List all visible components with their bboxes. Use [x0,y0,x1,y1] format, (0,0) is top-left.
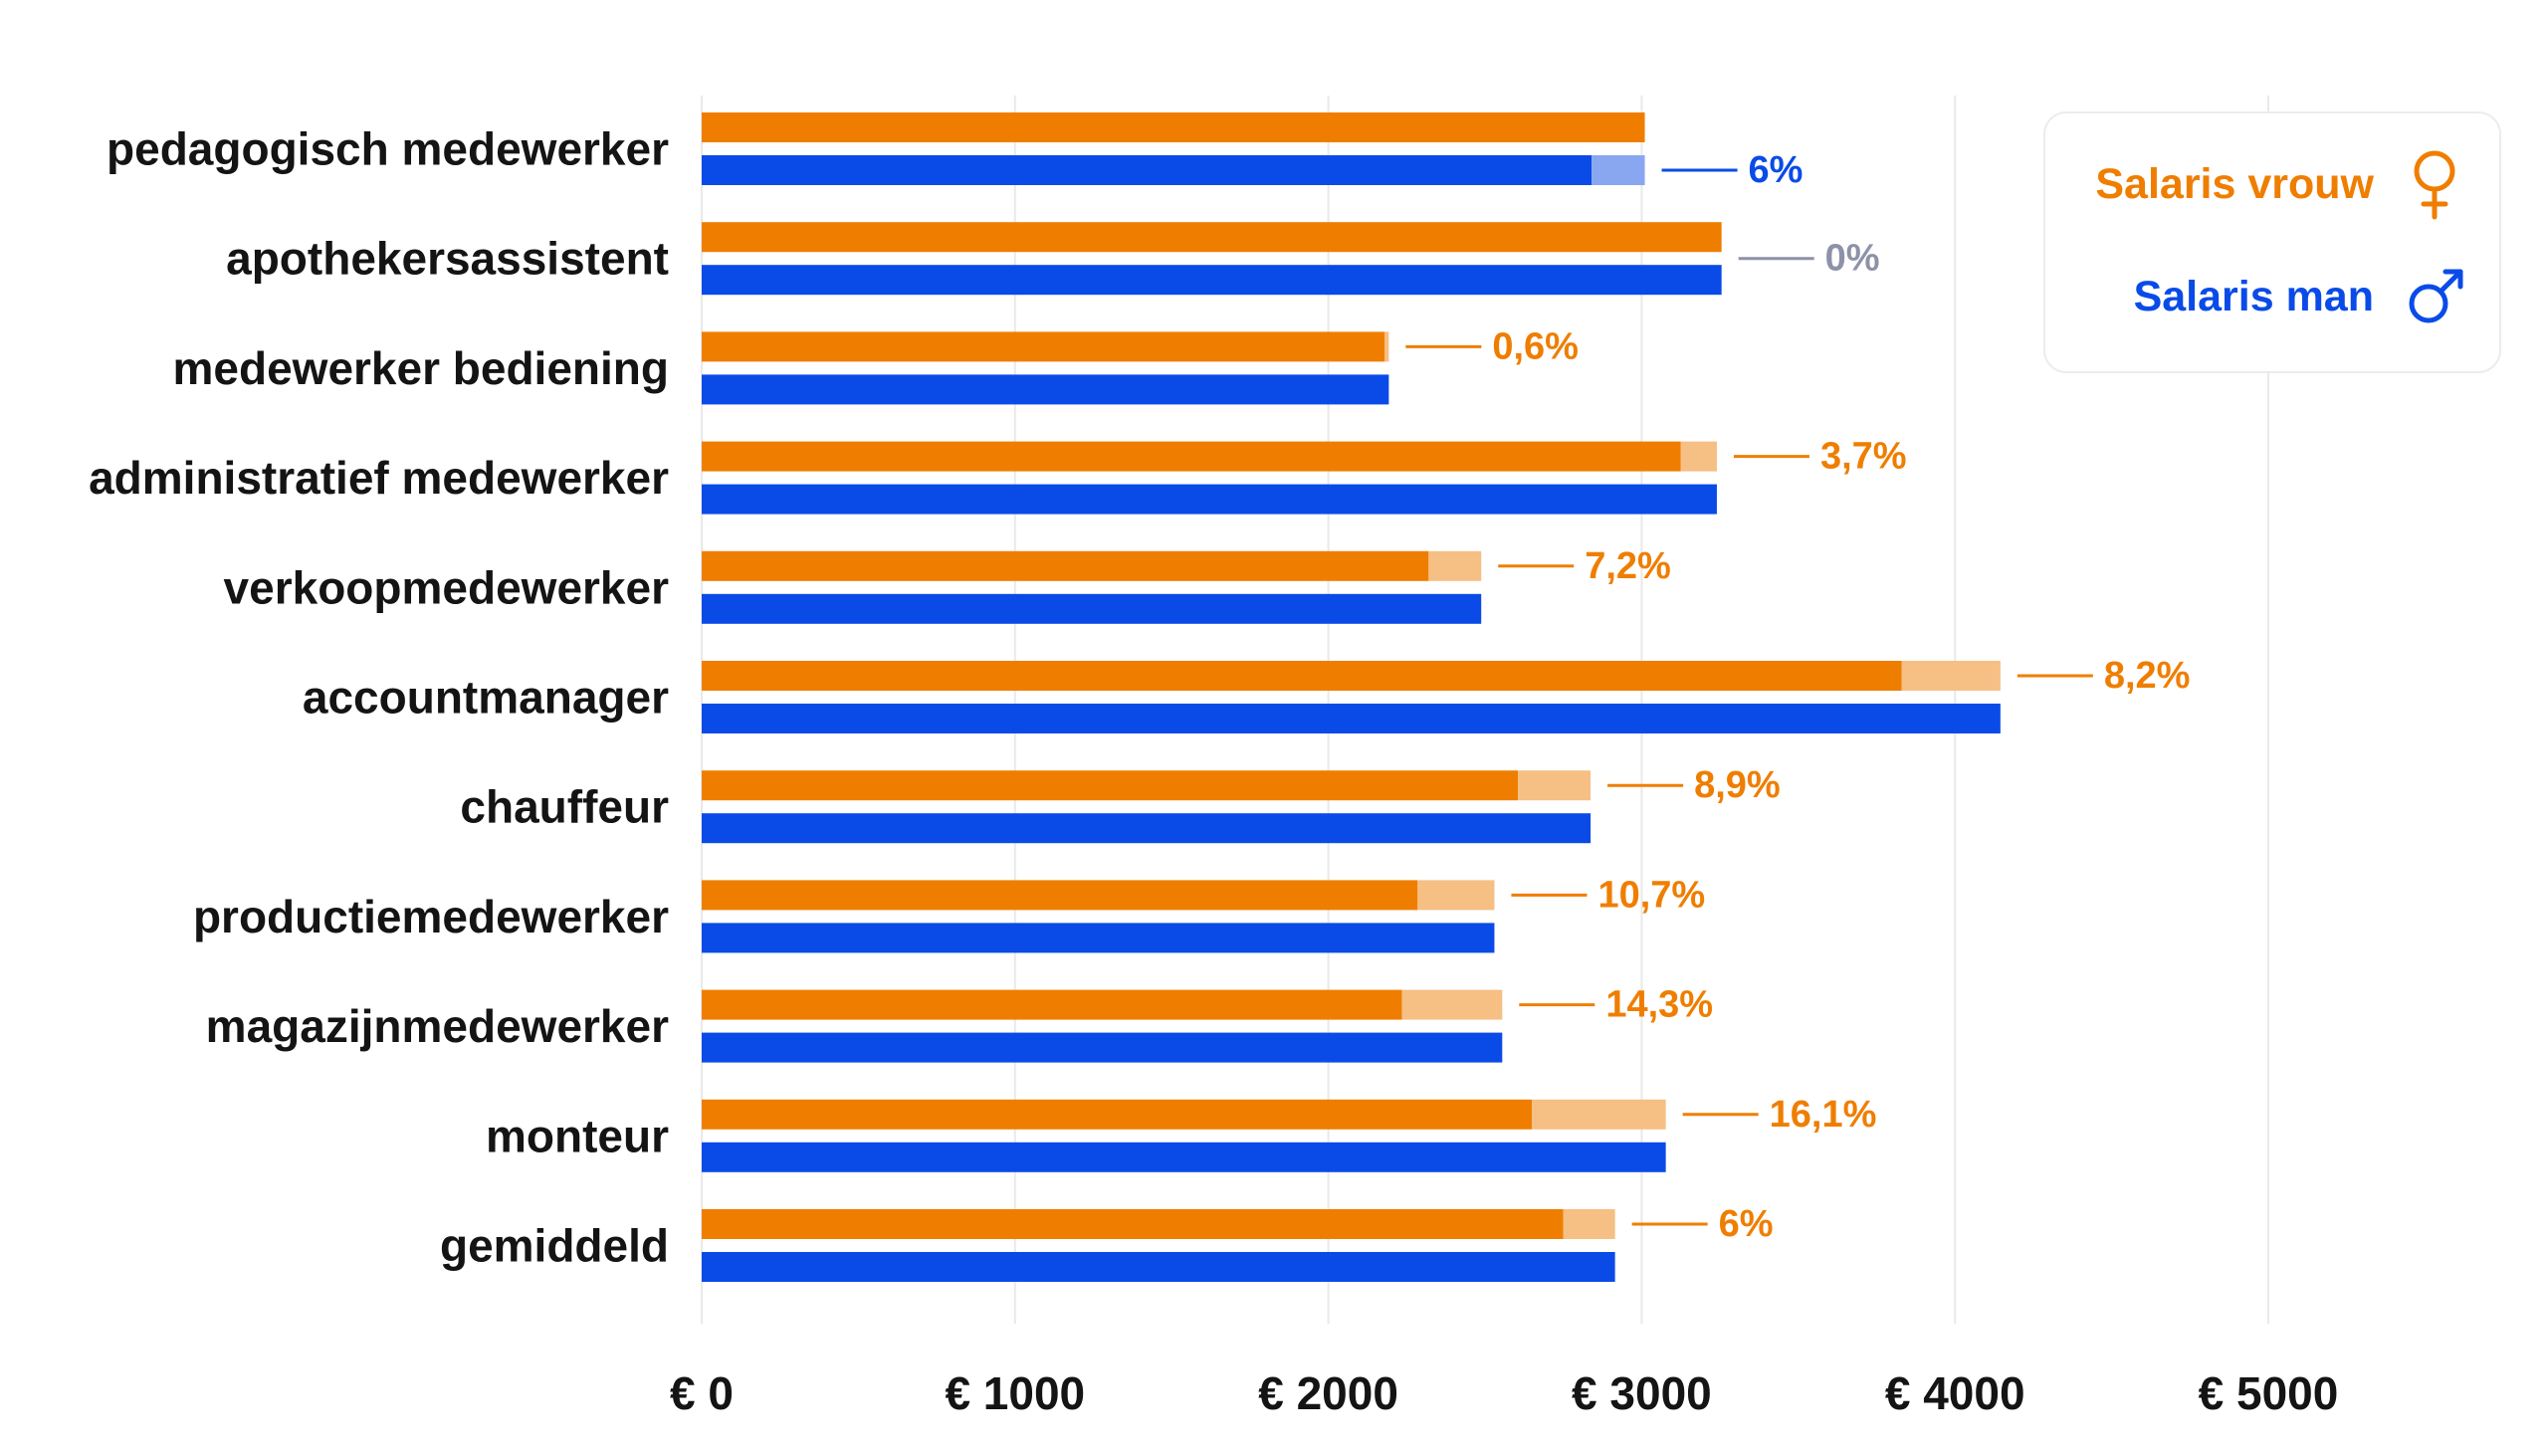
bar-salaris-vrouw [702,222,1722,253]
legend-box [2043,111,2501,373]
gap-extension-vrouw [1901,661,2001,691]
x-tick-label: € 3000 [1572,1367,1712,1419]
gap-extension-vrouw [1563,1209,1615,1239]
gap-label: 8,2% [2104,655,2191,697]
gap-label: 16,1% [1770,1094,1877,1136]
bars [702,112,2001,1282]
gap-extension-vrouw [1384,331,1389,362]
bar-salaris-vrouw [702,331,1385,362]
category-label: gemiddeld [440,1220,669,1272]
bar-salaris-vrouw [702,1099,1533,1130]
category-label: accountmanager [303,672,669,724]
bar-salaris-man [702,155,1592,185]
gap-label: 10,7% [1597,874,1705,916]
x-tick-label: € 0 [670,1367,734,1419]
bar-salaris-vrouw [702,112,1645,142]
legend-label-man: Salaris man [2134,273,2374,320]
gap-label: 6% [1719,1203,1774,1245]
category-label: verkoopmedewerker [224,561,670,613]
category-label: chauffeur [460,781,669,833]
category-label: productiemedewerker [193,891,669,942]
gap-label: 7,2% [1585,545,1671,587]
gap-extension-vrouw [1417,880,1495,911]
male-icon [2409,269,2463,323]
category-label: monteur [486,1110,669,1161]
x-tick-label: € 5000 [2199,1367,2339,1419]
x-axis-ticks: € 0 € 1000 € 2000 € 3000 € 4000 € 5000 [670,1367,2338,1419]
x-tick-label: € 1000 [945,1367,1085,1419]
category-label: magazijnmedewerker [206,1000,669,1052]
bar-salaris-man [702,1252,1615,1282]
category-label: medewerker bediening [173,342,670,394]
bar-salaris-vrouw [702,880,1418,911]
bar-salaris-vrouw [702,550,1429,581]
bar-salaris-man [702,1032,1503,1063]
bar-salaris-vrouw [702,770,1519,801]
bar-salaris-man [702,374,1389,405]
bar-salaris-man [702,704,2001,733]
gap-extension-vrouw [1518,770,1592,801]
gap-label: 0,6% [1492,325,1579,367]
female-icon [2414,150,2455,220]
bar-salaris-vrouw [702,441,1681,472]
gap-extension-man [1592,155,1645,185]
gap-label: 3,7% [1820,436,1907,478]
category-label: pedagogisch medewerker [106,123,669,175]
gap-label: 0% [1825,238,1880,280]
gap-annotations: 6% 0% 0,6% 3,7% 7,2% 8,2% 8,9% 10,7% 14,3% 16,1% 6… [1405,149,2190,1245]
bar-salaris-man [702,265,1722,296]
bar-salaris-man [702,923,1495,953]
gap-label: 6% [1749,149,1804,191]
category-label: administratief medewerker [89,452,669,504]
x-tick-label: € 2000 [1258,1367,1398,1419]
gap-extension-vrouw [1532,1099,1666,1130]
gap-label: 8,9% [1694,764,1781,806]
x-tick-label: € 4000 [1885,1367,2025,1419]
legend: Salaris vrouw Salaris man [2043,111,2501,373]
bar-salaris-vrouw [702,661,1902,691]
gap-label: 14,3% [1605,984,1713,1026]
gap-extension-vrouw [1680,441,1717,472]
category-label: apothekersassistent [226,233,669,285]
bar-salaris-man [702,593,1482,624]
bar-salaris-man [702,484,1717,515]
bar-salaris-vrouw [702,989,1402,1020]
gap-extension-vrouw [1401,989,1503,1020]
gap-extension-vrouw [1428,550,1482,581]
legend-label-vrouw: Salaris vrouw [2095,160,2374,208]
category-labels: pedagogisch medewerker apothekersassisten… [89,123,669,1272]
bar-salaris-vrouw [702,1209,1564,1239]
bar-salaris-man [702,1142,1666,1172]
bar-salaris-man [702,813,1592,844]
